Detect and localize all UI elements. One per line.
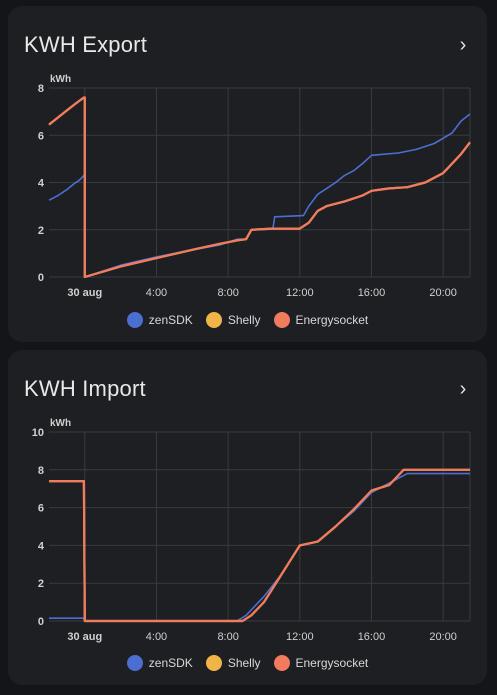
legend-label: Energysocket [295,313,369,327]
card-title: KWH Export [24,32,148,57]
series-line-energysocket[interactable] [48,96,471,279]
y-tick-label: 8 [38,465,44,477]
kwh-export-card: KWH Export › 0 2 4 6 8 30 aug 4:00 8:00 12:00 16:… [8,6,487,342]
export-legend: zenSDK Shelly Energysocket [8,310,487,330]
y-tick-label: 8 [38,83,44,95]
x-tick-label: 12:00 [286,631,314,643]
kwh-import-card: KWH Import › 0 2 4 6 8 10 30 aug 4:00 8:00 12:00 1… [8,350,487,685]
y-tick-label: 4 [38,540,45,552]
y-tick-label: 4 [38,178,45,190]
legend-label: zenSDK [148,656,193,670]
legend-item-energysocket[interactable]: Energysocket [273,655,369,671]
legend-marker [273,655,290,671]
x-tick-label: 12:00 [286,287,314,299]
legend-label: zenSDK [148,313,193,327]
legend-item-shelly[interactable]: Shelly [205,312,261,328]
card-title: KWH Import [24,376,146,401]
x-tick-label: 4:00 [146,287,167,299]
series-line-energysocket[interactable] [49,468,470,623]
y-tick-label: 2 [38,225,44,237]
x-tick-label: 30 aug [67,631,102,643]
x-tick-label: 16:00 [358,287,386,299]
y-tick-label: 2 [38,578,44,590]
y-tick-label: 6 [38,503,44,515]
legend-label: Shelly [227,313,261,327]
x-tick-label: 20:00 [429,287,457,299]
legend-item-zensdk[interactable]: zenSDK [126,312,193,328]
legend-item-zensdk[interactable]: zenSDK [126,655,193,671]
legend-marker [205,655,222,671]
legend-marker [273,312,290,328]
legend-label: Shelly [227,656,261,670]
x-tick-label: 20:00 [429,631,457,643]
chevron-right-icon[interactable]: › [459,377,467,400]
y-tick-label: 0 [38,616,44,628]
series-line-zensdk[interactable] [49,472,470,622]
card-header: KWH Import › [24,372,471,406]
y-tick-label: 6 [38,130,44,142]
export-chart: 0 2 4 6 8 30 aug 4:00 8:00 12:00 16:00 20:00 kWh [38,74,471,299]
y-unit-label: kWh [50,418,71,429]
x-tick-label: 8:00 [217,287,238,299]
legend-marker [205,312,222,328]
x-tick-label: 30 aug [67,287,102,299]
legend-label: Energysocket [295,656,369,670]
legend-marker [126,655,143,671]
import-chart: 0 2 4 6 8 10 30 aug 4:00 8:00 12:00 16:00 20:00 kWh [32,418,471,643]
card-header: KWH Export › [24,28,471,62]
x-tick-label: 16:00 [358,631,386,643]
x-tick-label: 8:00 [217,631,238,643]
legend-item-energysocket[interactable]: Energysocket [273,312,369,328]
y-tick-label: 0 [38,272,44,284]
y-tick-label: 10 [32,427,44,439]
y-unit-label: kWh [50,74,71,85]
legend-marker [126,312,143,328]
x-tick-label: 4:00 [146,631,167,643]
series-line-zensdk[interactable] [48,113,471,278]
legend-item-shelly[interactable]: Shelly [205,655,261,671]
import-legend: zenSDK Shelly Energysocket [8,653,487,673]
chevron-right-icon[interactable]: › [459,33,467,56]
